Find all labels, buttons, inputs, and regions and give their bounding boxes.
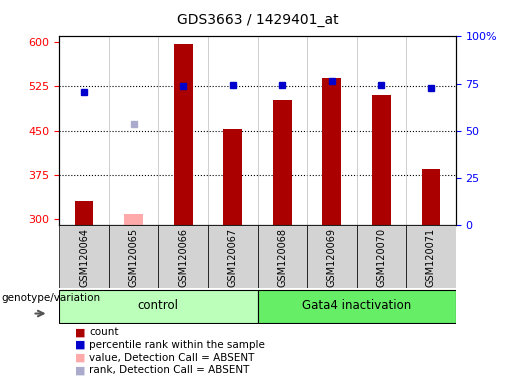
Text: ■: ■ — [75, 327, 85, 337]
Bar — [422, 169, 440, 225]
Text: ■: ■ — [75, 353, 85, 362]
Text: GSM120067: GSM120067 — [228, 228, 238, 287]
Bar — [109, 225, 159, 288]
Bar — [258, 290, 456, 323]
Bar — [75, 201, 93, 225]
Bar — [208, 225, 258, 288]
Bar — [406, 225, 456, 288]
Bar — [224, 129, 242, 225]
Text: percentile rank within the sample: percentile rank within the sample — [89, 340, 265, 350]
Text: count: count — [89, 327, 118, 337]
Text: ■: ■ — [75, 340, 85, 350]
Text: rank, Detection Call = ABSENT: rank, Detection Call = ABSENT — [89, 365, 249, 375]
Text: GDS3663 / 1429401_at: GDS3663 / 1429401_at — [177, 13, 338, 27]
Bar — [159, 225, 208, 288]
Text: GSM120071: GSM120071 — [426, 228, 436, 287]
Bar — [322, 78, 341, 225]
Bar — [174, 43, 193, 225]
Bar — [372, 95, 391, 225]
Text: GSM120069: GSM120069 — [327, 228, 337, 287]
Bar — [356, 225, 406, 288]
Text: genotype/variation: genotype/variation — [1, 293, 100, 303]
Bar — [307, 225, 356, 288]
Text: Gata4 inactivation: Gata4 inactivation — [302, 299, 411, 312]
Bar — [273, 100, 291, 225]
Bar — [59, 225, 109, 288]
Text: ■: ■ — [75, 365, 85, 375]
Bar — [124, 214, 143, 225]
Bar — [59, 290, 258, 323]
Text: GSM120066: GSM120066 — [178, 228, 188, 287]
Text: control: control — [138, 299, 179, 312]
Text: value, Detection Call = ABSENT: value, Detection Call = ABSENT — [89, 353, 254, 362]
Text: GSM120070: GSM120070 — [376, 228, 386, 287]
Text: GSM120065: GSM120065 — [129, 228, 139, 287]
Text: GSM120068: GSM120068 — [277, 228, 287, 287]
Bar — [258, 225, 307, 288]
Text: GSM120064: GSM120064 — [79, 228, 89, 287]
